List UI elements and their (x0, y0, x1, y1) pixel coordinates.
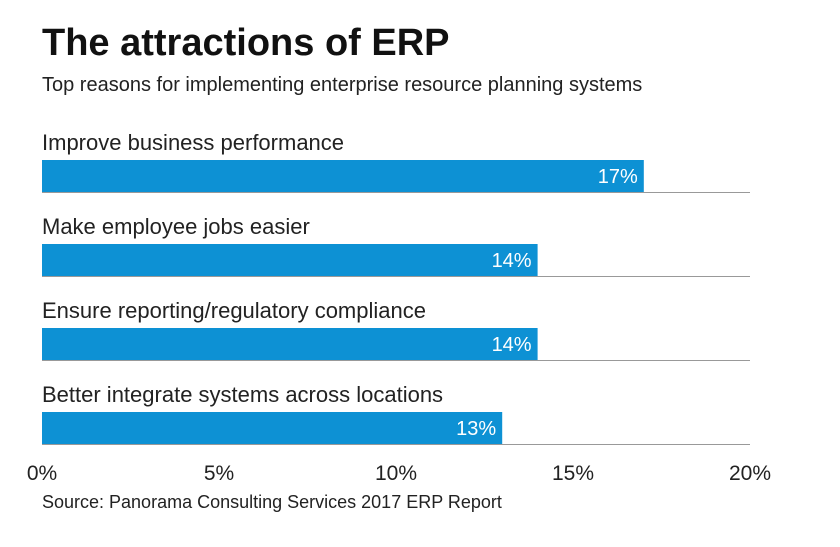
data-label: 14% (492, 250, 532, 272)
bar (42, 160, 644, 192)
bar (42, 244, 538, 276)
data-label: 17% (598, 166, 638, 188)
x-tick-label: 5% (204, 462, 234, 485)
data-label: 14% (492, 334, 532, 356)
bar (42, 412, 503, 444)
x-tick-label: 10% (375, 462, 417, 485)
chart-title: The attractions of ERP (42, 22, 450, 64)
category-label: Ensure reporting/regulatory compliance (42, 298, 426, 323)
category-label: Better integrate systems across location… (42, 382, 443, 407)
x-tick-label: 15% (552, 462, 594, 485)
bar (42, 328, 538, 360)
source-note: Source: Panorama Consulting Services 201… (42, 492, 502, 512)
x-tick-label: 0% (27, 462, 57, 485)
x-tick-label: 20% (729, 462, 771, 485)
chart-subtitle: Top reasons for implementing enterprise … (42, 74, 643, 96)
data-label: 13% (456, 418, 496, 440)
category-label: Improve business performance (42, 130, 344, 155)
category-label: Make employee jobs easier (42, 214, 310, 239)
